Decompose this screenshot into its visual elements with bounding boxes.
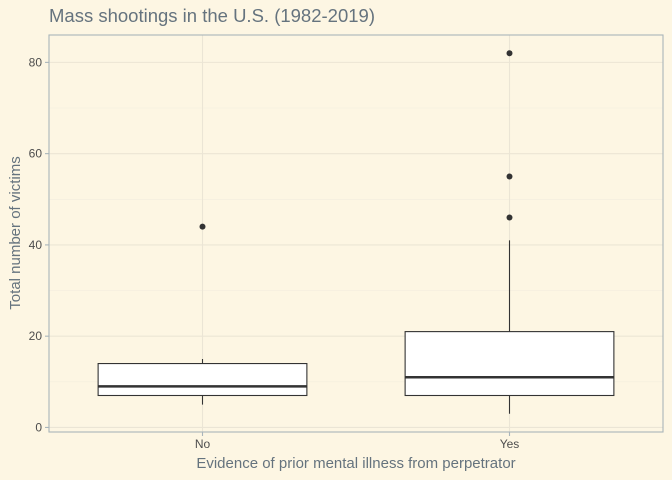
x-axis-title: Evidence of prior mental illness from pe… [196,455,515,472]
outlier-point [506,173,513,180]
box-no [97,223,308,405]
y-tick-label: 40 [29,238,43,252]
y-tick-label: 20 [29,329,43,343]
box-plots [97,50,615,414]
x-tick-label: No [195,437,211,451]
x-tick-label: Yes [500,437,520,451]
plot-panel-border [48,34,664,433]
y-tick-label: 0 [35,420,42,434]
y-axis-title: Total number of victims [7,156,24,309]
outlier-point [506,214,513,221]
box-yes [404,50,615,414]
y-tick-label: 60 [29,147,43,161]
y-tick-label: 80 [29,55,43,69]
box-iqr [404,331,615,397]
outlier-point [506,50,513,57]
axes: 0 20 40 60 80 No Yes [29,55,520,451]
chart-title: Mass shootings in the U.S. (1982-2019) [49,5,375,26]
box-iqr [97,363,308,397]
outlier-point [199,223,206,230]
